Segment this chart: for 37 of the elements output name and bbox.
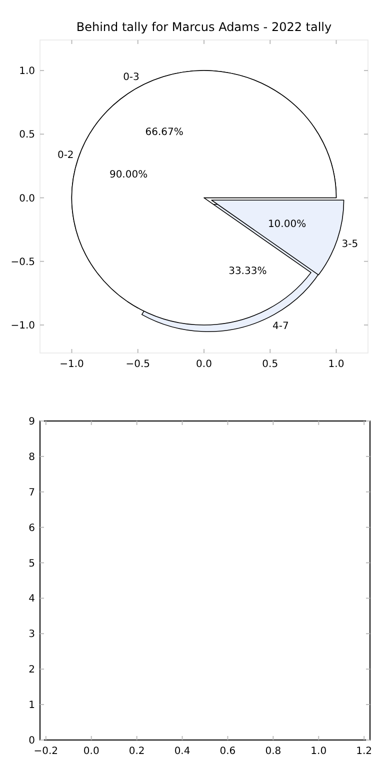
y-tick-label: 1.0 xyxy=(19,66,35,78)
x-tick-label: 0.6 xyxy=(220,746,236,757)
x-tick-label: 0.8 xyxy=(265,746,282,757)
y-tick-label: 9 xyxy=(28,416,35,428)
y-tick-label: −0.5 xyxy=(10,256,35,268)
y-tick-label: 6 xyxy=(28,522,35,534)
y-tick-label: 4 xyxy=(28,594,35,605)
y-tick-label: 0.0 xyxy=(19,193,35,204)
x-tick-label: 0.0 xyxy=(83,746,100,757)
slice-label: 0-2 xyxy=(57,150,74,162)
y-tick-label: 7 xyxy=(28,487,35,498)
data-label: 10.00% xyxy=(268,219,306,230)
x-tick-label: −0.5 xyxy=(126,359,150,370)
x-tick-label: −1.0 xyxy=(60,359,84,370)
x-tick-label: 0.0 xyxy=(196,359,212,370)
x-tick-label: 1.0 xyxy=(310,746,327,757)
x-tick-label: −0.2 xyxy=(34,746,58,757)
data-label: 66.67% xyxy=(145,127,184,138)
slice-label: 4-7 xyxy=(272,321,289,332)
y-tick-label: 2 xyxy=(28,664,35,676)
x-tick-label: 1.0 xyxy=(328,359,344,370)
slice-label: 3-5 xyxy=(342,238,358,250)
x-tick-label: 1.2 xyxy=(356,746,372,757)
y-tick-label: 3 xyxy=(28,629,35,640)
x-tick-label: 0.2 xyxy=(128,746,145,757)
data-label: 90.00% xyxy=(109,170,148,181)
x-tick-label: 0.5 xyxy=(262,359,278,370)
slice-label: 0-3 xyxy=(123,72,140,84)
y-tick-label: −1.0 xyxy=(10,320,35,332)
x-tick-label: 0.4 xyxy=(174,746,190,757)
y-tick-label: 8 xyxy=(28,452,35,463)
data-label: 33.33% xyxy=(228,266,267,277)
chart-title: Behind tally for Marcus Adams - 2022 tally xyxy=(76,20,332,34)
y-tick-label: 5 xyxy=(28,558,35,570)
y-tick-label: 1 xyxy=(28,700,35,712)
y-tick-label: 0.5 xyxy=(19,130,35,141)
y-tick-label: 0 xyxy=(28,736,35,746)
